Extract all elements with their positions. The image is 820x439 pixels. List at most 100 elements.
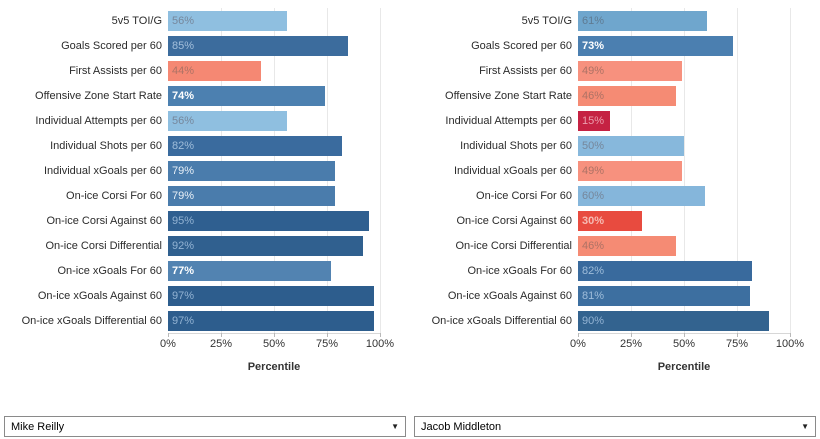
percentile-bar[interactable]: 97% (168, 285, 374, 306)
axis-tick-label: 50% (262, 338, 286, 350)
bar-track: 82% (168, 135, 380, 156)
percentile-bar[interactable]: 81% (578, 285, 750, 306)
category-label: Goals Scored per 60 (61, 39, 162, 52)
percentile-bar[interactable]: 50% (578, 135, 684, 156)
percentile-bar[interactable]: 46% (578, 85, 676, 106)
category-label: Goals Scored per 60 (471, 39, 572, 52)
percentile-bar[interactable]: 77% (168, 260, 332, 281)
category-label: Individual xGoals per 60 (43, 164, 162, 177)
percentile-bar[interactable]: 85% (168, 35, 349, 56)
bar-track: 50% (578, 135, 790, 156)
chart-row: On-ice xGoals Differential 60 97% (0, 308, 410, 333)
category-label: First Assists per 60 (479, 64, 572, 77)
axis-tick (790, 333, 791, 337)
chart-row: Goals Scored per 60 73% (410, 33, 820, 58)
chart-row: On-ice Corsi Differential 92% (0, 233, 410, 258)
bar-value-label: 46% (582, 239, 605, 252)
percentile-bar[interactable]: 49% (578, 160, 682, 181)
axis-tick-label: 50% (672, 338, 696, 350)
percentile-bar[interactable]: 60% (578, 185, 706, 206)
chart-panel-left: 5v5 TOI/G 56% Goals Scored per 60 85% Fi… (0, 0, 410, 373)
percentile-bar[interactable]: 82% (578, 260, 752, 281)
percentile-bar[interactable]: 92% (168, 235, 364, 256)
percentile-bar[interactable]: 90% (578, 310, 769, 331)
axis-tick (578, 333, 579, 337)
category-label: On-ice xGoals For 60 (467, 264, 572, 277)
percentile-bar[interactable]: 15% (578, 110, 610, 131)
bar-value-label: 82% (582, 264, 605, 277)
bar-value-label: 56% (172, 114, 195, 127)
bar-track: 60% (578, 185, 790, 206)
bar-value-label: 92% (172, 239, 195, 252)
chart-row: On-ice xGoals Differential 60 90% (410, 308, 820, 333)
percentile-bar[interactable]: 82% (168, 135, 342, 156)
bar-value-label: 97% (172, 314, 195, 327)
category-label: On-ice xGoals Differential 60 (431, 314, 572, 327)
category-label: First Assists per 60 (69, 64, 162, 77)
bar-value-label: 44% (172, 64, 195, 77)
bar-track: 46% (578, 235, 790, 256)
bar-value-label: 49% (582, 64, 605, 77)
bar-value-label: 90% (582, 314, 605, 327)
percentile-bar[interactable]: 56% (168, 10, 287, 31)
x-axis-title: Percentile (657, 361, 711, 373)
chart-row: First Assists per 60 44% (0, 58, 410, 83)
charts-area: 5v5 TOI/G 56% Goals Scored per 60 85% Fi… (0, 0, 820, 373)
percentile-bar[interactable]: 95% (168, 210, 370, 231)
bar-track: 85% (168, 35, 380, 56)
gridline (790, 8, 791, 333)
gridline (684, 8, 685, 333)
gridline (380, 8, 381, 333)
chart-row: Offensive Zone Start Rate 74% (0, 83, 410, 108)
bar-value-label: 77% (172, 264, 195, 277)
percentile-bar[interactable]: 79% (168, 160, 336, 181)
axis-tick (274, 333, 275, 337)
percentile-bar[interactable]: 49% (578, 60, 682, 81)
bar-rows: 5v5 TOI/G 56% Goals Scored per 60 85% Fi… (0, 8, 410, 333)
category-label: On-ice Corsi Differential (45, 239, 162, 252)
axis-tick-label: 100% (775, 338, 805, 350)
player-select-right[interactable]: Jacob Middleton ▼ (414, 416, 816, 437)
percentile-bar[interactable]: 56% (168, 110, 287, 131)
bar-value-label: 50% (582, 139, 605, 152)
axis-tick-label: 25% (209, 338, 233, 350)
dropdown-caret-icon[interactable]: ▼ (801, 421, 809, 431)
bar-value-label: 95% (172, 214, 195, 227)
bar-track: 92% (168, 235, 380, 256)
axis-tick (684, 333, 685, 337)
category-label: 5v5 TOI/G (111, 14, 162, 27)
bar-track: 15% (578, 110, 790, 131)
bar-track: 46% (578, 85, 790, 106)
axis-tick-label: 0% (570, 338, 586, 350)
dropdown-caret-icon[interactable]: ▼ (391, 421, 399, 431)
bar-track: 81% (578, 285, 790, 306)
chart-row: 5v5 TOI/G 61% (410, 8, 820, 33)
chart-row: On-ice Corsi For 60 60% (410, 183, 820, 208)
bar-value-label: 46% (582, 89, 605, 102)
category-label: On-ice Corsi For 60 (476, 189, 572, 202)
axis-tick (380, 333, 381, 337)
bar-track: 95% (168, 210, 380, 231)
percentile-bar[interactable]: 44% (168, 60, 262, 81)
category-label: Individual Shots per 60 (460, 139, 572, 152)
percentile-bar[interactable]: 73% (578, 35, 733, 56)
chart-row: On-ice xGoals For 60 77% (0, 258, 410, 283)
percentile-bar[interactable]: 79% (168, 185, 336, 206)
player-select-left[interactable]: Mike Reilly ▼ (4, 416, 406, 437)
bar-track: 79% (168, 160, 380, 181)
bar-track: 56% (168, 10, 380, 31)
percentile-bar[interactable]: 97% (168, 310, 374, 331)
percentile-bar[interactable]: 61% (578, 10, 708, 31)
bar-value-label: 73% (582, 39, 605, 52)
bar-value-label: 56% (172, 14, 195, 27)
bar-value-label: 60% (582, 189, 605, 202)
bar-value-label: 81% (582, 289, 605, 302)
percentile-bar[interactable]: 74% (168, 85, 325, 106)
chart-row: Individual Shots per 60 50% (410, 133, 820, 158)
chart-row: Individual Attempts per 60 15% (410, 108, 820, 133)
bar-track: 30% (578, 210, 790, 231)
percentile-bar[interactable]: 46% (578, 235, 676, 256)
category-label: On-ice Corsi Against 60 (46, 214, 162, 227)
percentile-bar[interactable]: 30% (578, 210, 642, 231)
